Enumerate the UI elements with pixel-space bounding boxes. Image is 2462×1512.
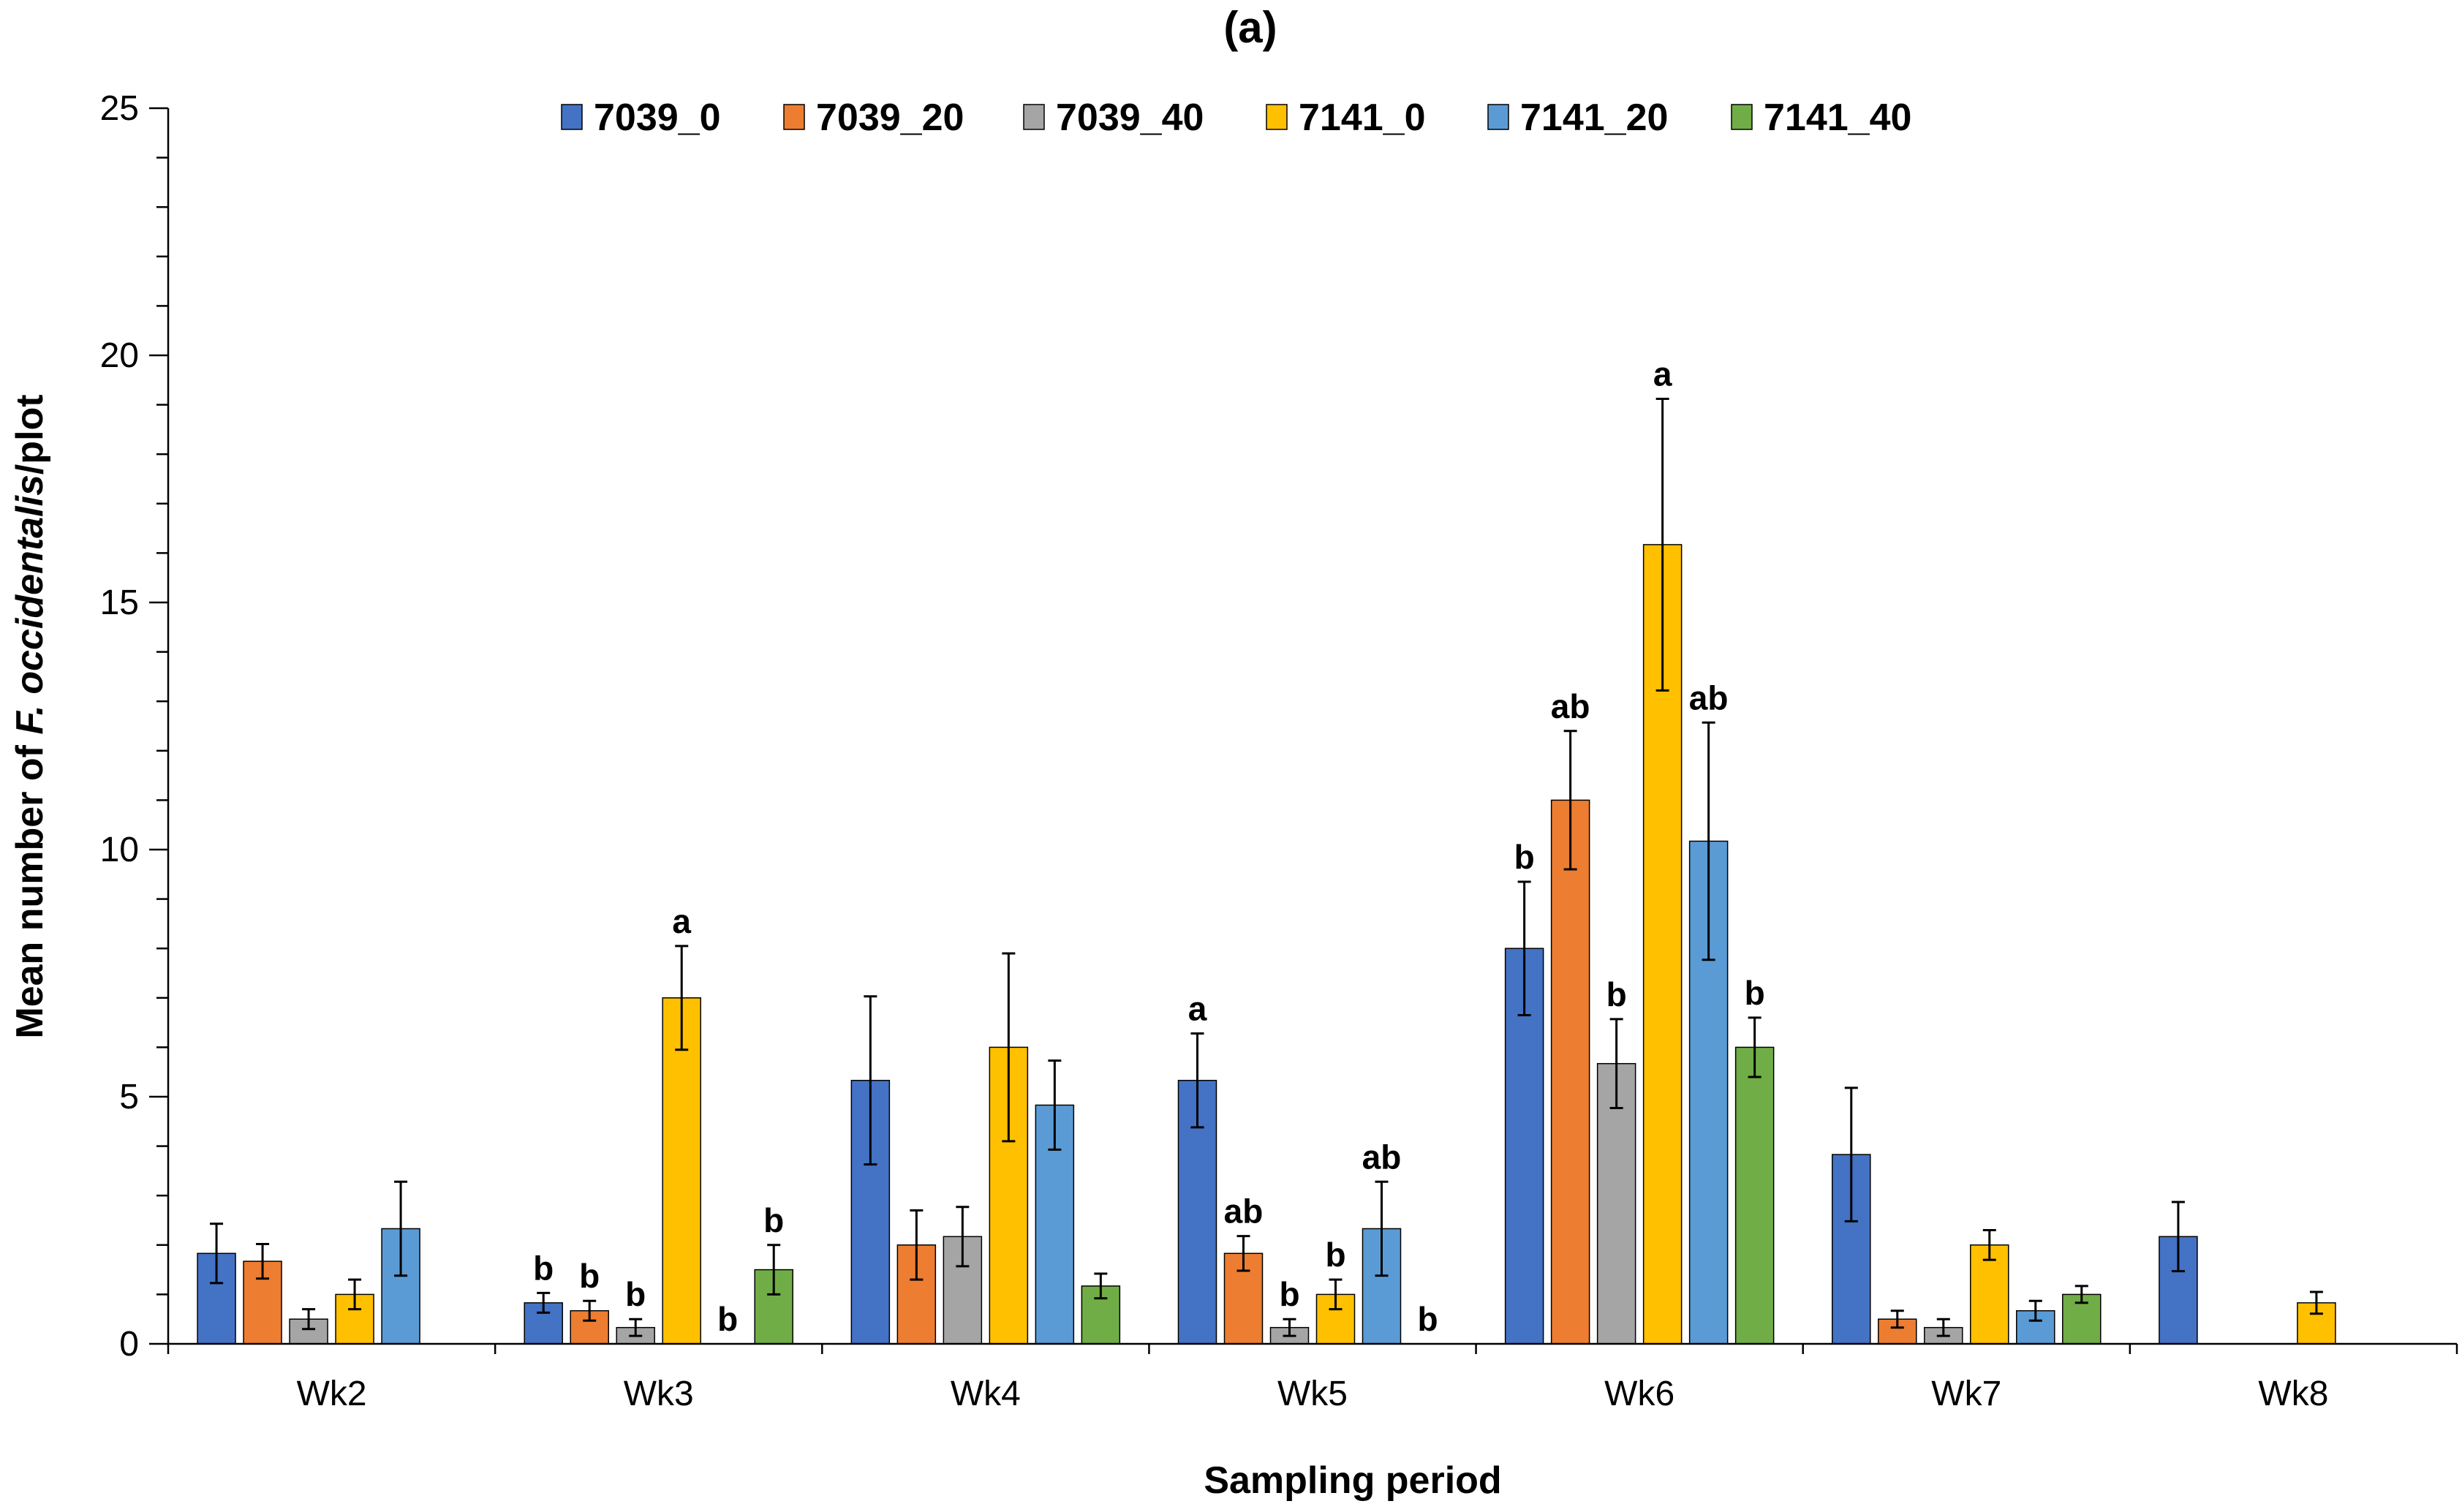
y-tick-label: 10 — [100, 831, 139, 869]
significance-label: b — [1514, 838, 1535, 876]
legend-label-7039_0: 7039_0 — [594, 97, 721, 139]
legend-swatch-7039_20 — [783, 104, 805, 130]
y-tick-label: 25 — [100, 89, 139, 128]
legend-swatch-7141_20 — [1487, 104, 1509, 130]
legend: 7039_0 7039_20 7039_40 7141_0 7141_20 7141_40 — [561, 97, 1911, 139]
significance-label: b — [1745, 974, 1765, 1012]
significance-label: b — [1417, 1300, 1438, 1338]
significance-label: b — [625, 1275, 646, 1313]
significance-label: ab — [1224, 1192, 1264, 1231]
y-tick-label: 15 — [100, 583, 139, 622]
significance-label: b — [1606, 975, 1627, 1013]
y-axis: 0 5 10 15 20 25 — [100, 89, 170, 1364]
bar-7039_40-Wk6 — [1596, 1062, 1636, 1345]
bar-7141_0-Wk7 — [1970, 1244, 2009, 1345]
legend-label-7141_0: 7141_0 — [1299, 97, 1426, 139]
significance-label: a — [1653, 355, 1672, 393]
significance-label: b — [717, 1300, 738, 1338]
bar-7141_0-Wk3 — [662, 997, 701, 1345]
x-tick-label: Wk4 — [951, 1375, 1021, 1413]
significance-label: ab — [1689, 678, 1729, 717]
x-tick-label: Wk2 — [297, 1375, 367, 1413]
significance-label: b — [763, 1201, 784, 1239]
legend-swatch-7039_40 — [1023, 104, 1045, 130]
y-axis-title: Mean number of F. occidentalis/plot — [9, 394, 51, 1038]
x-axis: Wk2 Wk3 Wk4 Wk5 Wk6 Wk7 Wk8 — [167, 1342, 2458, 1413]
significance-label: b — [1279, 1275, 1299, 1313]
bar-7141_0-Wk2 — [335, 1293, 374, 1345]
significance-label: b — [579, 1257, 600, 1295]
bar-7141_40-Wk6 — [1734, 1046, 1775, 1345]
legend-label-7039_20: 7039_20 — [816, 97, 964, 139]
x-tick-label: Wk7 — [1931, 1375, 2001, 1413]
significance-label: ab — [1551, 687, 1590, 725]
significance-label: b — [1325, 1236, 1345, 1274]
legend-label-7141_40: 7141_40 — [1764, 97, 1911, 139]
y-axis-title-species: F. occidentalis — [9, 475, 51, 734]
y-tick-label: 20 — [100, 336, 139, 375]
significance-label: a — [672, 902, 691, 940]
bar-7039_20-Wk6 — [1550, 799, 1590, 1345]
legend-swatch-7141_40 — [1731, 104, 1753, 130]
chart-title: (a) — [1223, 3, 1277, 52]
x-tick-label: Wk6 — [1604, 1375, 1674, 1413]
significance-label: ab — [1362, 1138, 1402, 1176]
legend-label-7141_20: 7141_20 — [1520, 97, 1668, 139]
significance-label: a — [1188, 989, 1207, 1027]
x-tick-label: Wk8 — [2258, 1375, 2328, 1413]
x-tick-label: Wk5 — [1277, 1375, 1348, 1413]
legend-swatch-7141_0 — [1266, 104, 1288, 130]
y-tick-label: 5 — [119, 1078, 139, 1116]
y-axis-title-part-1: Mean number of — [9, 735, 51, 1039]
legend-label-7039_40: 7039_40 — [1056, 97, 1204, 139]
x-axis-title: Sampling period — [1204, 1459, 1501, 1502]
legend-swatch-7039_0 — [561, 104, 583, 130]
significance-label: b — [533, 1249, 554, 1287]
x-tick-label: Wk3 — [624, 1375, 694, 1413]
y-tick-label: 0 — [119, 1325, 139, 1364]
y-axis-title-part-3: /plot — [9, 394, 51, 475]
